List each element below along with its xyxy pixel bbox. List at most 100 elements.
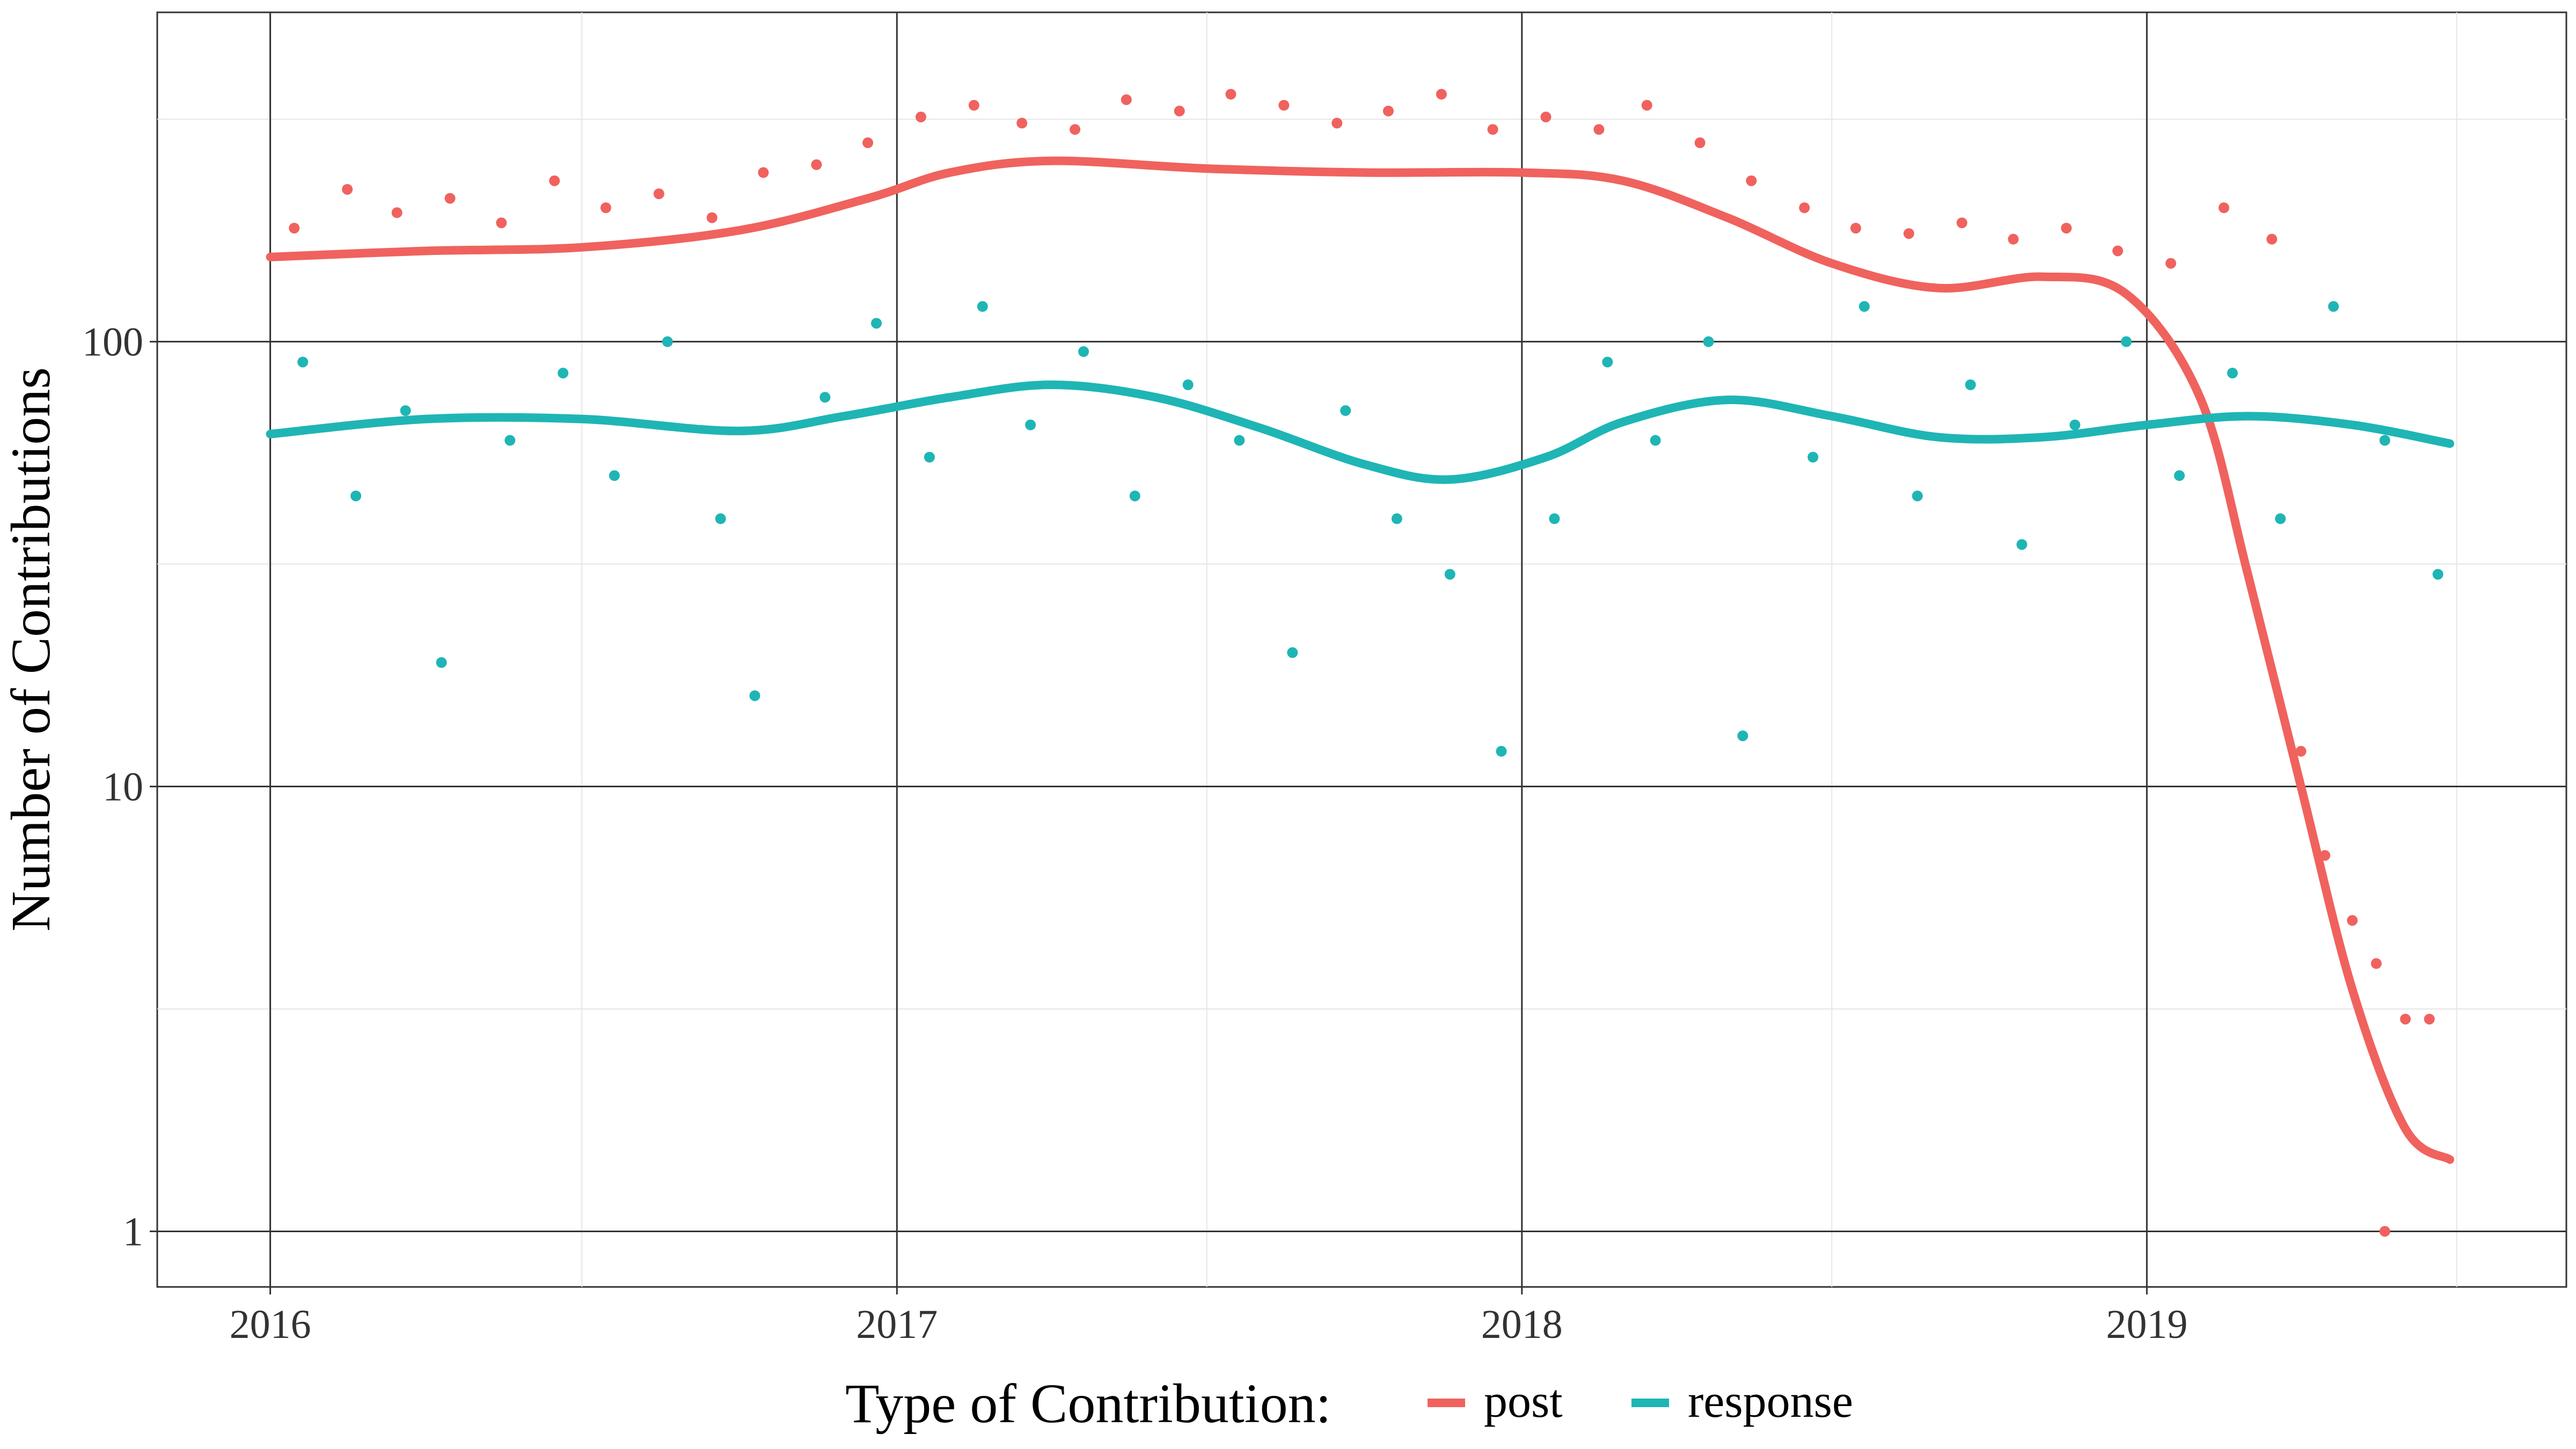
response-point [1912, 491, 1923, 502]
response-point [1549, 513, 1560, 524]
response-point [1025, 419, 1036, 430]
response-trend-line [266, 380, 2454, 484]
post-point [915, 111, 926, 122]
post-point [2112, 245, 2124, 257]
response-point [1737, 730, 1748, 742]
post-point [653, 188, 664, 200]
y-axis-title: Number of Contributions [0, 367, 62, 931]
response-point [1129, 491, 1140, 502]
response-point [2016, 539, 2028, 550]
post-point [549, 175, 560, 186]
response-point [400, 405, 411, 416]
response-point [819, 392, 831, 403]
post-point [2370, 958, 2382, 969]
post-point [1641, 100, 1652, 111]
post-point [1694, 137, 1706, 149]
post-point [706, 212, 718, 223]
response-point [2174, 470, 2185, 481]
response-point [2432, 569, 2443, 580]
response-point [871, 318, 882, 329]
post-point [444, 193, 456, 204]
post-point [758, 167, 769, 178]
response-point [2227, 368, 2238, 379]
post-point [2400, 1013, 2411, 1024]
response-point [1078, 346, 1089, 357]
axis-layer: 1 10 100 2016 2017 2018 2019 [82, 320, 2187, 1347]
response-point [662, 336, 673, 347]
post-trend-line [266, 156, 2454, 1164]
response-point [1182, 379, 1194, 391]
response-point [1234, 435, 1245, 446]
response-point [1287, 647, 1298, 658]
post-point [1850, 223, 1861, 234]
response-point [609, 470, 620, 481]
post-point [391, 207, 402, 218]
response-point [715, 513, 726, 524]
points-layer [289, 89, 2443, 1237]
post-point [2061, 223, 2072, 234]
post-point [1016, 118, 1028, 129]
post-point [1225, 89, 1236, 100]
y-tick-label: 1 [123, 1209, 143, 1254]
response-point [436, 657, 447, 668]
post-point [1799, 202, 1810, 214]
post-point [2218, 202, 2229, 214]
response-point [1965, 379, 1976, 391]
response-point [297, 356, 309, 368]
response-point [350, 491, 362, 502]
response-point [2379, 435, 2390, 446]
post-point [1382, 105, 1394, 116]
x-tick-label: 2018 [1481, 1302, 1563, 1347]
x-tick-label: 2019 [2106, 1302, 2187, 1347]
post-point [342, 184, 353, 195]
response-legend-label: response [1688, 1375, 1853, 1428]
response-point [977, 301, 988, 312]
post-point [496, 217, 507, 229]
response-point [2069, 419, 2081, 430]
x-tick-label: 2016 [230, 1302, 311, 1347]
post-point [1956, 217, 1967, 229]
post-point [2165, 258, 2176, 269]
post-point [1903, 228, 1914, 239]
response-point [2275, 513, 2286, 524]
post-point [1174, 105, 1185, 116]
post-point [1331, 118, 1343, 129]
legend-title: Type of Contribution: [845, 1373, 1331, 1435]
response-point [1703, 336, 1714, 347]
lines-layer [266, 156, 2454, 1164]
post-point [2295, 745, 2307, 757]
post-point [2424, 1013, 2435, 1024]
response-point [1391, 513, 1402, 524]
response-point [2328, 301, 2339, 312]
response-point [504, 435, 516, 446]
response-point [1496, 745, 1507, 757]
post-point [1070, 124, 1081, 135]
post-point [2347, 915, 2358, 926]
response-point [558, 368, 569, 379]
post-point [1278, 100, 1290, 111]
post-point [2266, 233, 2278, 245]
post-point [811, 159, 822, 170]
post-point [1540, 111, 1552, 122]
response-point [1444, 569, 1455, 580]
legend: Type of Contribution: post response [845, 1373, 1853, 1435]
post-point [600, 202, 611, 214]
response-point [1650, 435, 1661, 446]
post-point [968, 100, 979, 111]
post-point [1436, 89, 1447, 100]
response-point [1807, 451, 1819, 463]
x-tick-label: 2017 [856, 1302, 938, 1347]
post-point [1746, 175, 1757, 186]
post-point [2379, 1226, 2390, 1237]
post-point [2008, 233, 2019, 245]
response-point [2121, 336, 2132, 347]
response-point [924, 451, 935, 463]
post-point [1487, 124, 1498, 135]
post-point [289, 223, 300, 234]
response-point [1602, 356, 1613, 368]
response-point [1858, 301, 1870, 312]
post-point [862, 137, 874, 149]
response-point [1340, 405, 1351, 416]
